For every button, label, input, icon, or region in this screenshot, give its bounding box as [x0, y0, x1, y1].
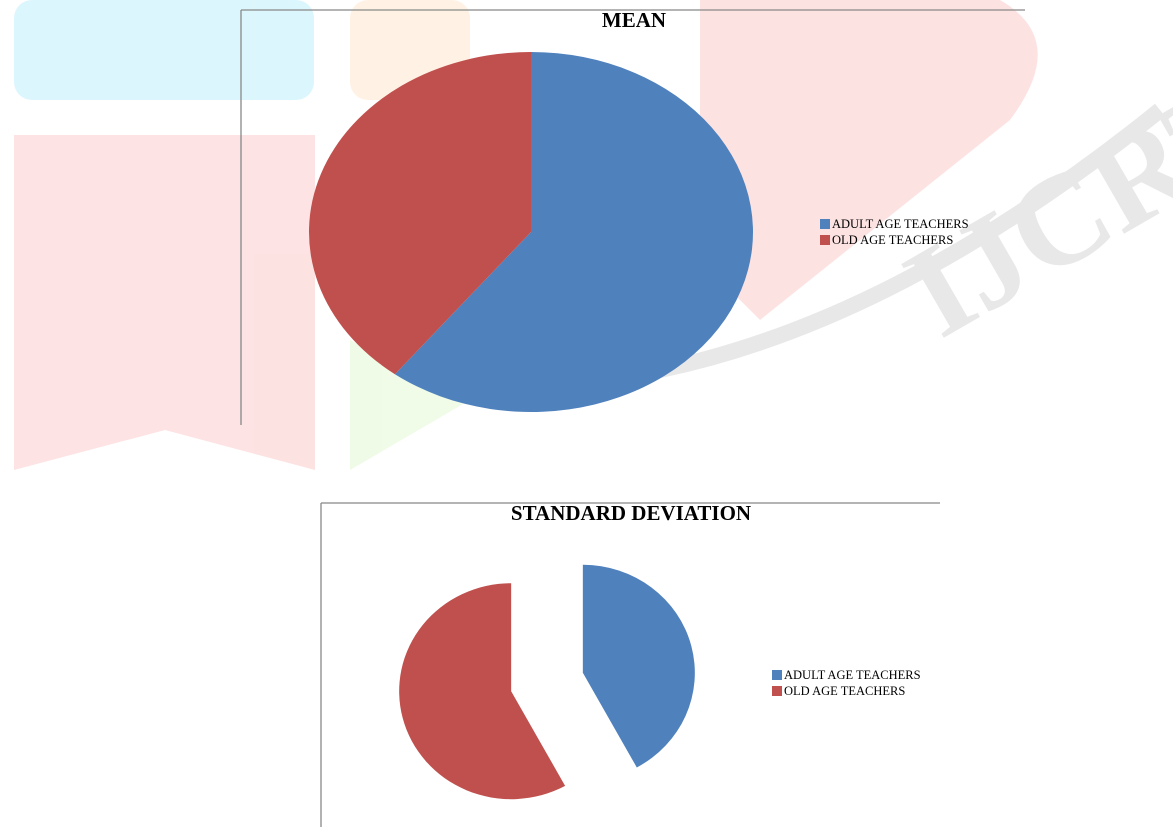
pie-slice [399, 583, 565, 799]
legend-swatch [772, 670, 782, 680]
legend-swatch [820, 219, 830, 229]
legend-label: OLD AGE TEACHERS [832, 233, 953, 247]
legend-label: ADULT AGE TEACHERS [832, 217, 969, 231]
pie-slice [583, 565, 695, 768]
chart-sd: STANDARD DEVIATION ADULT AGE TEACHERS OLD … [321, 501, 940, 827]
chart-title: MEAN [602, 8, 666, 32]
legend-label: OLD AGE TEACHERS [784, 684, 905, 698]
legend-swatch [772, 686, 782, 696]
legend-label: ADULT AGE TEACHERS [784, 668, 921, 682]
legend-swatch [820, 235, 830, 245]
page: IJCRT MEANADULT AGE TEACHERSOLD AGE TEAC… [0, 0, 1173, 827]
chart-title: STANDARD DEVIATION [511, 501, 751, 525]
